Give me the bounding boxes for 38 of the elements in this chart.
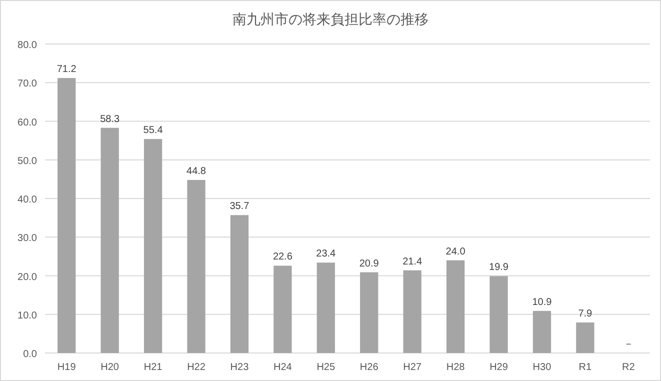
y-tick-label: 50.0: [18, 156, 38, 167]
x-tick-label: H23: [230, 362, 250, 373]
title: 南九州市の将来負担比率の推移: [232, 11, 428, 27]
data-label: 22.6: [272, 252, 293, 263]
x-tick-label: H24: [274, 362, 292, 373]
data-label: 24.0: [446, 246, 466, 258]
y-tick-label: 40.0: [18, 194, 38, 206]
data-label: 7.9: [578, 308, 593, 320]
data-label: 20.9: [359, 258, 380, 270]
x-tick-label: H27: [403, 362, 422, 373]
y-tick-label: 80.0: [18, 40, 38, 51]
x-tick-label: H25: [316, 362, 336, 373]
y-tick-label: 20.0: [18, 272, 38, 283]
y-tick-label: 0.0: [23, 349, 38, 360]
x-tick-label: H19: [57, 362, 76, 373]
data-label: 19.9: [489, 262, 509, 274]
x-tick-label: H26: [360, 362, 379, 373]
y-tick-label: 30.0: [18, 233, 38, 244]
x-tick-label: H28: [446, 362, 466, 373]
x-tick-label: R2: [622, 362, 636, 373]
data-label: 44.8: [186, 166, 206, 177]
x-tick-label: H22: [187, 362, 206, 373]
data-label: 35.7: [230, 201, 250, 212]
data-label: 58.3: [100, 114, 120, 125]
data-label: 55.4: [143, 125, 164, 136]
data-label: 21.4: [402, 256, 422, 268]
y-tick-label: 10.0: [18, 310, 38, 322]
x-tick-label: H21: [144, 362, 163, 373]
y-tick-label: 70.0: [18, 78, 38, 90]
x-tick-label: H20: [100, 362, 120, 373]
x-tick-label: H30: [532, 362, 552, 373]
data-label: 10.9: [532, 296, 552, 308]
x-tick-label: H29: [490, 362, 508, 373]
x-tick-label: R1: [578, 362, 592, 373]
text: －: [623, 339, 634, 350]
y-tick-label: 60.0: [18, 117, 38, 128]
data-label: 71.2: [56, 64, 77, 75]
data-label: 23.4: [316, 248, 336, 260]
